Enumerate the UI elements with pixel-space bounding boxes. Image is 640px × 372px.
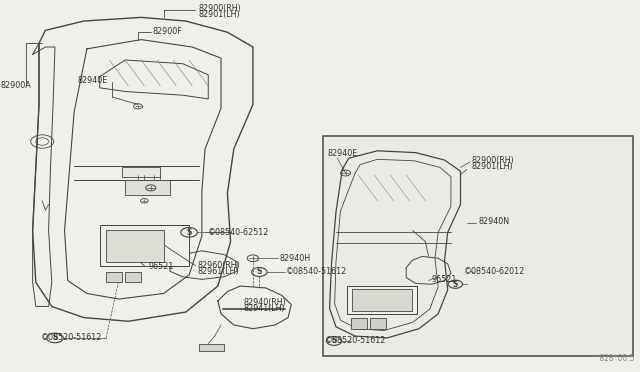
Text: ^828*00.5: ^828*00.5	[593, 354, 634, 363]
Text: ©08540-62512: ©08540-62512	[208, 228, 269, 237]
Text: 82940N: 82940N	[478, 218, 509, 227]
Bar	[100, 225, 189, 266]
Text: 82961(LH): 82961(LH)	[197, 267, 239, 276]
Bar	[198, 343, 224, 351]
Text: 82901(LH): 82901(LH)	[472, 162, 514, 171]
Text: 82960(RH): 82960(RH)	[197, 261, 240, 270]
Bar	[352, 289, 412, 311]
Text: S: S	[52, 333, 58, 343]
Bar	[351, 318, 367, 329]
Text: 96521: 96521	[149, 262, 174, 271]
Bar	[347, 286, 417, 314]
Text: S: S	[452, 280, 458, 289]
Text: ©08540-51612: ©08540-51612	[286, 267, 348, 276]
Text: S: S	[257, 267, 262, 276]
Bar	[106, 231, 164, 262]
Text: 82941(LH): 82941(LH)	[243, 304, 285, 313]
Text: 82940H: 82940H	[280, 254, 311, 263]
Text: 82900(RH): 82900(RH)	[472, 156, 515, 165]
Text: 82901(LH): 82901(LH)	[198, 10, 240, 19]
Text: 82940(RH): 82940(RH)	[243, 298, 286, 307]
Text: 96521: 96521	[432, 275, 457, 284]
Bar	[106, 272, 122, 282]
Text: ©08520-51612: ©08520-51612	[325, 336, 387, 346]
Text: ©08540-62012: ©08540-62012	[464, 267, 525, 276]
Text: S: S	[186, 228, 192, 237]
Text: S: S	[332, 336, 337, 346]
Text: 82900F: 82900F	[153, 26, 182, 36]
Bar	[122, 167, 161, 177]
Bar	[370, 318, 386, 329]
Bar	[323, 136, 633, 356]
Text: 82900(RH): 82900(RH)	[198, 4, 241, 13]
Bar	[125, 180, 170, 195]
Bar	[125, 272, 141, 282]
Text: ©08520-51612: ©08520-51612	[41, 333, 102, 342]
Text: 82940E: 82940E	[77, 76, 108, 85]
Text: 82940E: 82940E	[328, 149, 358, 158]
Text: 82900A: 82900A	[1, 81, 31, 90]
